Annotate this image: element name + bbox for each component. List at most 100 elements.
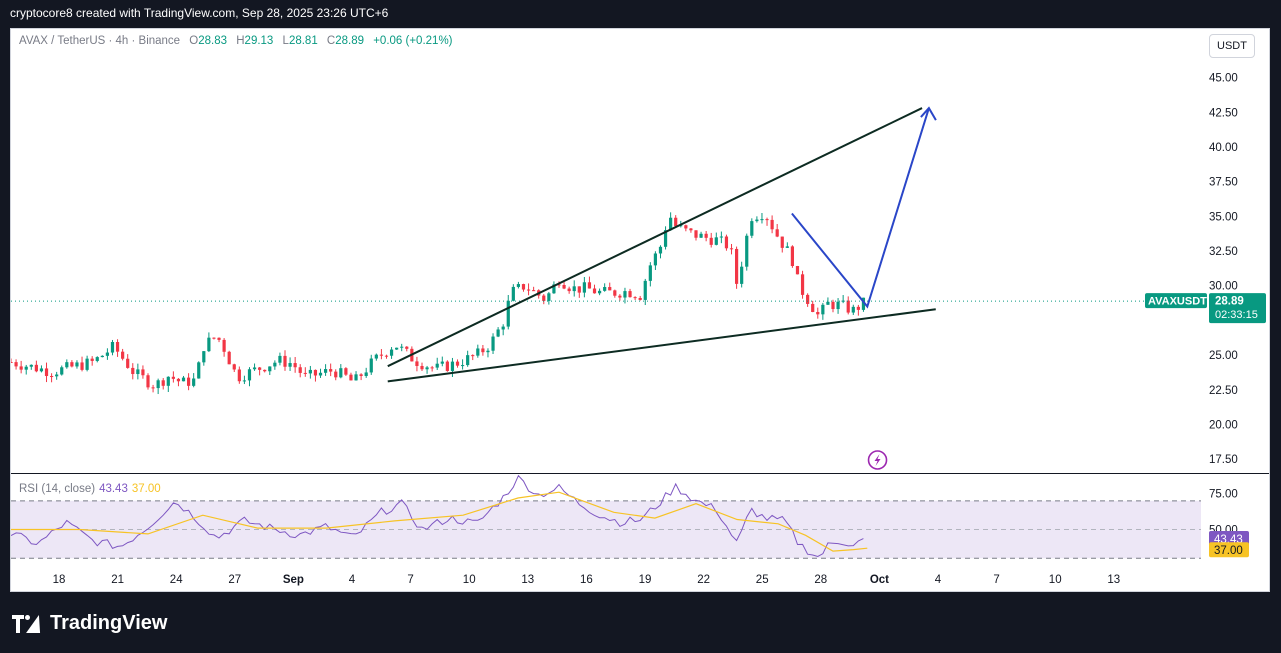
candle	[471, 355, 475, 357]
candle	[542, 295, 546, 301]
candle	[526, 289, 531, 291]
candle	[34, 364, 38, 372]
candle	[369, 358, 373, 373]
candle	[298, 367, 302, 373]
candle	[618, 295, 622, 298]
candle	[491, 336, 495, 351]
candle	[70, 362, 74, 367]
change-value: +0.06 (+0.21%)	[373, 35, 453, 47]
rsi-value: 43.43	[99, 483, 128, 495]
candle	[263, 369, 267, 372]
candle	[247, 369, 252, 381]
candle	[613, 290, 617, 296]
candle	[734, 248, 739, 284]
lightning-icon	[874, 454, 881, 466]
candle	[227, 351, 231, 365]
candle	[313, 369, 318, 376]
candle	[633, 297, 637, 299]
candle	[643, 280, 647, 300]
price-tag-box	[1209, 293, 1266, 324]
candle	[836, 301, 840, 310]
candle	[790, 246, 795, 267]
candle	[597, 290, 602, 294]
candle	[435, 363, 439, 368]
candle	[811, 303, 815, 312]
candle	[856, 306, 860, 310]
candle	[628, 291, 632, 298]
candle	[110, 341, 115, 353]
candle	[95, 357, 99, 361]
candle	[359, 374, 363, 376]
candle	[684, 225, 688, 229]
candle	[547, 293, 551, 301]
time-tick-label: 27	[228, 574, 241, 586]
candle	[283, 355, 287, 367]
candle	[826, 301, 830, 305]
candle	[623, 291, 627, 298]
candle	[222, 339, 226, 352]
candle	[212, 337, 216, 339]
rsi-legend: RSI (14, close) 43.43 37.00	[19, 483, 161, 495]
candle	[653, 253, 658, 266]
lower-trendline[interactable]	[387, 308, 936, 383]
candle	[126, 358, 130, 368]
candle	[136, 369, 140, 375]
candle	[719, 236, 723, 238]
candle	[19, 366, 23, 370]
candle	[846, 300, 850, 313]
candle	[354, 374, 358, 381]
time-tick-label: Sep	[283, 574, 304, 586]
candle	[293, 363, 297, 368]
candle	[603, 287, 607, 291]
rsi-label[interactable]: RSI (14, close)	[19, 483, 96, 495]
candle	[455, 361, 460, 366]
candle	[181, 377, 186, 382]
candle	[268, 366, 272, 372]
price-tag-symbol-box	[1145, 293, 1207, 309]
time-tick-label: 19	[639, 574, 652, 586]
time-tick-label: 24	[170, 574, 183, 586]
upper-trendline[interactable]	[387, 107, 923, 368]
candle	[55, 374, 59, 377]
candle	[816, 311, 820, 315]
projection-path[interactable]	[791, 107, 930, 309]
tradingview-logo[interactable]: TradingView	[12, 612, 167, 635]
price-chart[interactable]: 47.5045.0042.5040.0037.5035.0032.5030.00…	[11, 29, 1269, 591]
candle	[131, 367, 135, 375]
candle	[334, 371, 338, 378]
rsi-ma-value: 37.00	[131, 483, 161, 495]
candle	[232, 364, 236, 370]
pane-divider[interactable]	[11, 473, 1269, 474]
price-tag-value: 28.89	[1215, 296, 1244, 308]
candle	[714, 237, 718, 245]
candle	[364, 372, 368, 376]
symbol-label[interactable]: AVAX / TetherUS · 4h · Binance	[19, 35, 181, 47]
candle	[192, 378, 196, 386]
time-tick-label: 7	[993, 574, 999, 586]
candle	[582, 282, 586, 293]
time-tick-label: 21	[111, 574, 124, 586]
candle	[663, 230, 668, 247]
candle	[806, 294, 810, 304]
time-tick-label: 22	[697, 574, 710, 586]
candle	[511, 286, 515, 301]
candle	[389, 349, 394, 356]
price-tag-countdown: 02:33:15	[1215, 309, 1258, 321]
chart-panel[interactable]: 47.5045.0042.5040.0037.5035.0032.5030.00…	[10, 28, 1270, 592]
candle	[740, 266, 744, 284]
open-value: 28.83	[198, 35, 228, 47]
candle	[65, 362, 69, 368]
price-tick-label: 17.50	[1209, 454, 1238, 466]
candle	[608, 287, 612, 291]
candle	[400, 346, 404, 348]
candle	[689, 228, 693, 231]
candle	[831, 301, 835, 310]
candle	[85, 358, 89, 370]
candle	[861, 297, 866, 310]
candle	[532, 290, 536, 292]
candle	[44, 368, 49, 377]
candle	[445, 361, 449, 371]
currency-button[interactable]: USDT	[1209, 34, 1255, 58]
time-tick-label: 7	[407, 574, 413, 586]
candle	[349, 374, 353, 381]
